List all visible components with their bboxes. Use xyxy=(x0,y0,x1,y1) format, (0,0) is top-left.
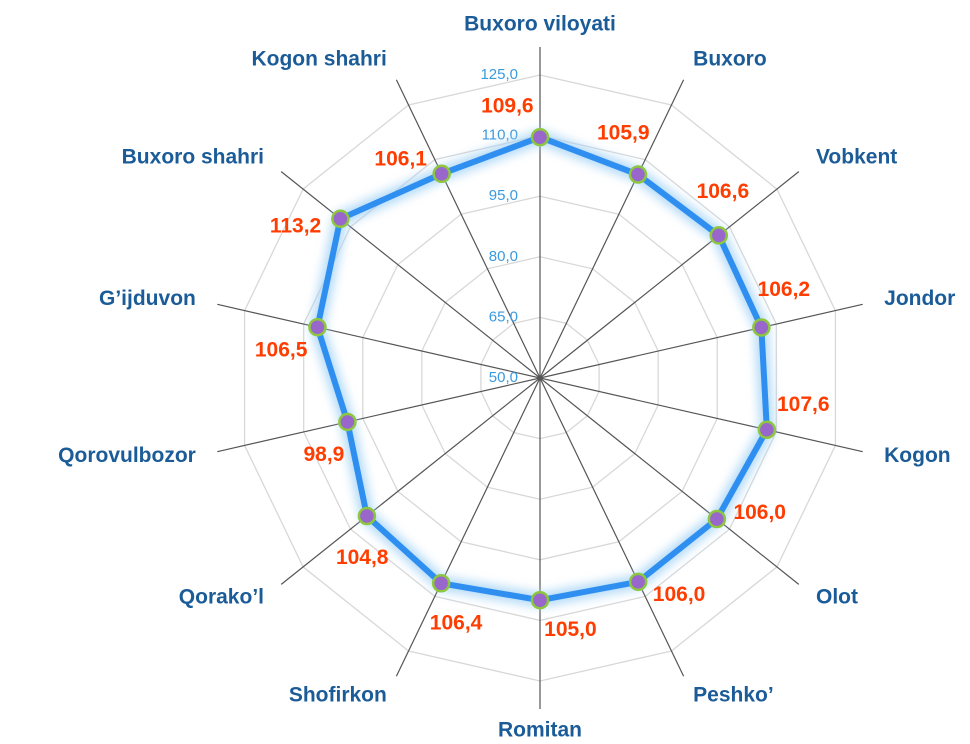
data-label: 105,0 xyxy=(544,618,597,641)
category-label: Buxoro viloyati xyxy=(464,13,616,36)
y-tick-label: 110,0 xyxy=(482,127,518,144)
data-label: 107,6 xyxy=(777,393,830,416)
y-tick-label: 80,0 xyxy=(489,248,518,265)
data-label: 105,9 xyxy=(597,122,650,145)
marker xyxy=(331,209,350,229)
category-label: Buxoro shahri xyxy=(122,145,264,168)
marker xyxy=(628,572,648,592)
marker xyxy=(431,574,451,593)
y-tick-label: 95,0 xyxy=(489,187,518,204)
axis-line xyxy=(539,171,800,379)
axis-line xyxy=(539,377,863,453)
category-label: Qorovulbozor xyxy=(58,444,196,467)
data-label: 104,8 xyxy=(336,546,389,569)
axis-line xyxy=(395,377,541,677)
data-label: 109,6 xyxy=(481,95,534,118)
category-label: Qorako’l xyxy=(179,586,264,609)
marker xyxy=(709,226,729,245)
data-label: 98,9 xyxy=(303,443,344,466)
data-label: 106,0 xyxy=(733,501,786,524)
axis-line xyxy=(539,377,800,585)
data-label: 106,5 xyxy=(255,338,308,361)
category-label: Peshko’ xyxy=(693,684,774,707)
category-label: Vobkent xyxy=(816,145,897,168)
marker xyxy=(338,412,357,432)
data-label: 106,4 xyxy=(430,611,483,634)
marker xyxy=(530,127,550,147)
data-label: 106,2 xyxy=(758,278,811,301)
y-tick-label: 65,0 xyxy=(489,308,518,325)
category-label: Olot xyxy=(816,586,858,609)
category-label: Kogon xyxy=(884,444,950,467)
axis-line xyxy=(280,377,541,585)
axis-line xyxy=(539,303,863,379)
axis-line xyxy=(217,377,541,453)
axis-line xyxy=(217,303,541,379)
marker xyxy=(357,506,377,526)
data-label: 106,0 xyxy=(653,583,706,606)
marker xyxy=(707,509,727,529)
category-label: Jondor xyxy=(884,287,955,310)
marker xyxy=(752,318,771,337)
marker xyxy=(628,165,648,184)
marker xyxy=(432,164,451,184)
axis-line xyxy=(280,171,541,379)
category-label: Shofirkon xyxy=(289,684,387,707)
category-label: Kogon shahri xyxy=(251,48,386,71)
y-tick-label: 125,0 xyxy=(480,66,518,83)
category-label: Romitan xyxy=(498,719,582,742)
category-label: G’ijduvon xyxy=(99,287,196,310)
axis-line xyxy=(539,79,685,379)
category-label: Buxoro xyxy=(693,48,767,71)
data-label: 106,1 xyxy=(374,148,427,171)
axis-line xyxy=(395,79,541,379)
axis-line xyxy=(539,377,685,677)
marker xyxy=(530,590,550,610)
marker xyxy=(757,420,777,440)
data-label: 113,2 xyxy=(270,215,321,238)
marker xyxy=(308,317,327,337)
data-label: 106,6 xyxy=(697,180,750,203)
y-tick-label: 50,0 xyxy=(489,369,518,386)
